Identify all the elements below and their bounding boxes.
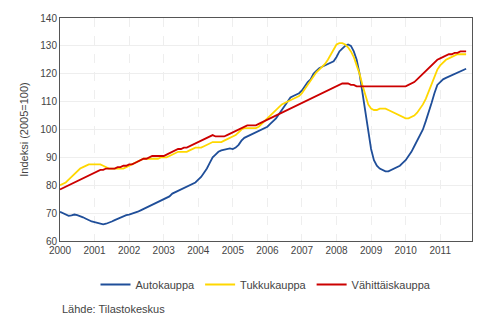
- svg-text:2011: 2011: [429, 245, 451, 256]
- svg-text:2002: 2002: [118, 245, 141, 256]
- svg-text:120: 120: [40, 68, 57, 79]
- svg-text:Tukkukauppa: Tukkukauppa: [240, 279, 307, 291]
- svg-text:Lähde: Tilastokeskus: Lähde: Tilastokeskus: [62, 303, 165, 315]
- svg-text:100: 100: [40, 124, 57, 135]
- svg-text:2005: 2005: [222, 245, 245, 256]
- svg-text:140: 140: [40, 13, 57, 24]
- svg-text:60: 60: [46, 236, 58, 247]
- svg-text:90: 90: [46, 152, 58, 163]
- svg-text:70: 70: [46, 208, 58, 219]
- svg-text:2001: 2001: [83, 245, 106, 256]
- svg-text:2009: 2009: [360, 245, 383, 256]
- svg-text:2006: 2006: [256, 245, 279, 256]
- svg-text:2004: 2004: [187, 245, 210, 256]
- svg-text:2008: 2008: [325, 245, 348, 256]
- svg-text:80: 80: [46, 180, 58, 191]
- svg-text:130: 130: [40, 40, 57, 51]
- svg-text:2010: 2010: [395, 245, 418, 256]
- svg-text:Indeksi (2005=100): Indeksi (2005=100): [18, 82, 30, 176]
- svg-text:110: 110: [41, 96, 57, 107]
- svg-text:2003: 2003: [153, 245, 176, 256]
- svg-text:Autokauppa: Autokauppa: [136, 279, 196, 291]
- svg-text:Vähittäiskauppa: Vähittäiskauppa: [352, 279, 431, 291]
- svg-text:2000: 2000: [49, 245, 72, 256]
- svg-text:2007: 2007: [291, 245, 314, 256]
